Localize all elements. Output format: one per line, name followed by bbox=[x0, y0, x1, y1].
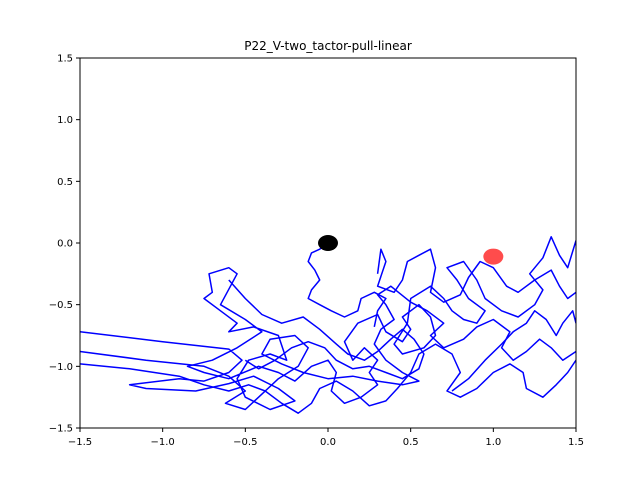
y-axis: 1.5 1.0 0.5 0.0 −0.5 −1.0 −1.5 bbox=[49, 54, 80, 435]
y-tick-label: −1.5 bbox=[49, 424, 73, 435]
trajectory-line-4 bbox=[307, 242, 387, 328]
chart-title: P22_V-two_tactor-pull-linear bbox=[244, 39, 412, 53]
trajectory-line-3 bbox=[80, 343, 576, 414]
x-tick-label: 1.5 bbox=[568, 437, 584, 448]
y-tick-label: −0.5 bbox=[49, 300, 73, 311]
y-tick-label: 1.5 bbox=[57, 54, 73, 65]
x-tick-label: 1.0 bbox=[485, 437, 501, 448]
start-marker bbox=[318, 235, 338, 251]
marker-layer bbox=[318, 235, 504, 265]
y-tick-label: −1.0 bbox=[49, 362, 73, 373]
trajectory-line-6 bbox=[451, 310, 576, 392]
x-tick-label: −1.5 bbox=[68, 437, 92, 448]
series-layer bbox=[80, 236, 576, 414]
trajectory-line-7 bbox=[228, 279, 425, 380]
y-tick-label: 0.5 bbox=[57, 177, 73, 188]
y-tick-label: 1.0 bbox=[57, 115, 73, 126]
x-tick-label: −0.5 bbox=[233, 437, 257, 448]
x-axis: −1.5 −1.0 −0.5 0.0 0.5 1.0 1.5 bbox=[68, 428, 584, 448]
target-marker bbox=[483, 248, 504, 265]
trajectory-line-5 bbox=[376, 248, 576, 303]
x-tick-label: −1.0 bbox=[151, 437, 175, 448]
y-tick-label: 0.0 bbox=[57, 239, 73, 250]
x-tick-label: 0.0 bbox=[320, 437, 336, 448]
x-tick-label: 0.5 bbox=[403, 437, 419, 448]
